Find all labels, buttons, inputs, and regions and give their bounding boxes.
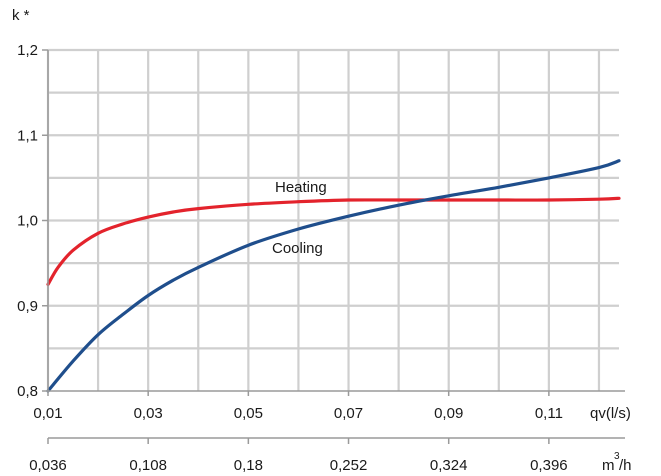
x-secondary-tick-label: 0,18 [234, 457, 263, 474]
legend-label-heating: Heating [275, 179, 327, 196]
x-secondary-tick-label: 0,324 [430, 457, 468, 474]
series-line-cooling [46, 159, 621, 393]
y-tick-label: 1,1 [17, 127, 38, 144]
x-secondary-tick-label: 0,252 [330, 457, 368, 474]
y-tick-label: 1,2 [17, 42, 38, 59]
x-secondary-tick-label: 0,036 [29, 457, 67, 474]
x-axis-secondary-label-sup: 3 [614, 451, 620, 462]
x-tick-label: 0,05 [234, 405, 263, 422]
x-secondary-tick-label: 0,108 [129, 457, 167, 474]
axes [42, 49, 625, 444]
legend-label-cooling: Cooling [272, 240, 323, 257]
x-axis-secondary-label: m [602, 457, 615, 474]
x-tick-label: 0,11 [535, 405, 563, 422]
x-secondary-tick-label: 0,396 [530, 457, 568, 474]
x-tick-label: 0,01 [33, 405, 62, 422]
x-tick-label: 0,09 [434, 405, 463, 422]
y-axis-label: k * [12, 7, 30, 24]
y-tick-label: 0,8 [17, 383, 38, 400]
y-tick-label: 0,9 [17, 298, 38, 315]
series-group [46, 159, 621, 393]
series-line-heating [46, 196, 621, 286]
x-axis-label: qv(l/s) [590, 405, 631, 422]
x-axis-secondary-label-tail: /h [619, 457, 632, 474]
x-tick-label: 0,07 [334, 405, 363, 422]
grid [46, 48, 619, 391]
y-tick-label: 1,0 [17, 213, 38, 230]
x-tick-label: 0,03 [134, 405, 163, 422]
tick-labels: 0,8 0,9 1,0 1,1 1,2 0,01 0,03 0,05 0,07 0,09 0,11 0… [17, 42, 568, 474]
